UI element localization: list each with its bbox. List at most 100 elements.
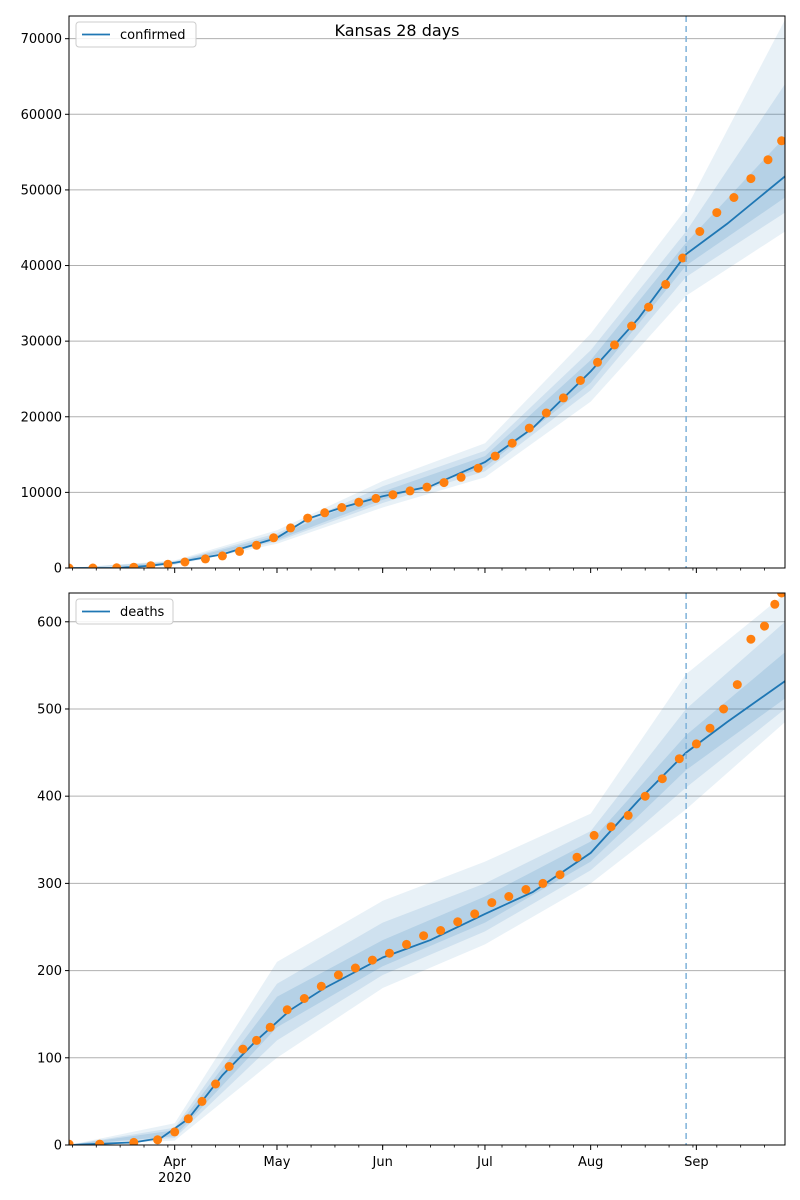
y-tick-label: 600 — [37, 615, 62, 630]
observed-point — [299, 994, 309, 1003]
observed-point — [674, 754, 684, 764]
y-tick-label: 200 — [37, 964, 62, 979]
observed-point — [695, 227, 705, 236]
y-tick-label: 0 — [54, 1139, 62, 1154]
observed-point — [303, 513, 313, 523]
observed-point — [153, 1135, 163, 1145]
figure-title: Kansas 28 days — [335, 21, 460, 40]
observed-point — [640, 791, 650, 801]
y-tick-label: 20000 — [21, 410, 62, 425]
observed-point — [286, 523, 296, 533]
observed-point — [252, 1035, 261, 1045]
observed-point — [211, 1079, 221, 1089]
observed-point — [558, 393, 568, 403]
observed-point — [456, 472, 466, 482]
observed-point — [770, 599, 780, 609]
observed-point — [200, 554, 210, 564]
observed-point — [385, 948, 394, 958]
axes-frame — [68, 592, 786, 1146]
y-tick-label: 0 — [54, 562, 62, 577]
y-tick-label: 40000 — [21, 259, 62, 274]
observed-point — [224, 1062, 234, 1071]
observed-point — [439, 478, 449, 488]
observed-point — [282, 1005, 292, 1015]
observed-point — [521, 885, 531, 894]
x-tick-label: Aug — [578, 1155, 603, 1170]
observed-point — [470, 909, 480, 919]
plot-area — [69, 593, 785, 1145]
observed-point — [712, 208, 722, 218]
observed-point — [170, 1127, 180, 1137]
observed-point — [183, 1114, 193, 1124]
confirmed-panel: 0 10000 20000 30000 40000 50000 60000 70000 conf… — [21, 15, 786, 577]
observed-point — [333, 970, 343, 980]
observed-point — [453, 917, 463, 927]
legend-box — [75, 598, 174, 625]
observed-point — [95, 1139, 105, 1145]
y-tick-label: 70000 — [21, 32, 62, 47]
observed-point — [593, 357, 602, 367]
observed-point — [422, 482, 432, 492]
observed-point — [555, 870, 565, 880]
x-tick-label: Jun — [372, 1155, 393, 1170]
observed-point — [69, 563, 74, 568]
observed-point — [490, 451, 500, 461]
observed-point — [217, 551, 227, 561]
observed-point — [354, 497, 364, 507]
observed-point — [235, 546, 244, 556]
observed-point — [705, 723, 715, 733]
legend-box — [75, 21, 197, 48]
observed-point — [746, 634, 756, 644]
observed-point — [644, 302, 654, 312]
uncertainty-band-middle — [69, 84, 785, 568]
observed-point — [350, 963, 360, 973]
observed-point — [777, 593, 785, 598]
observed-point — [538, 878, 548, 888]
y-tick-label: 50000 — [21, 183, 62, 198]
observed-point — [732, 680, 742, 690]
observed-point — [337, 503, 347, 512]
observed-point — [606, 822, 616, 832]
observed-point — [129, 1137, 139, 1145]
legend-label: deaths — [120, 605, 165, 620]
y-tick-label: 60000 — [21, 108, 62, 123]
deaths-panel: 0 100 200 300 400 500 600 Apr May Jun Jul Aug Sep 202… — [37, 592, 786, 1186]
observed-point — [678, 253, 688, 263]
observed-point — [572, 852, 582, 862]
observed-point — [265, 1022, 275, 1032]
observed-point — [504, 892, 514, 901]
observed-point — [691, 739, 701, 749]
observed-point — [388, 490, 398, 500]
observed-point — [269, 533, 279, 543]
observed-point — [436, 926, 446, 935]
uncertainty-band-outer — [69, 19, 785, 568]
legend-label: confirmed — [120, 28, 186, 43]
observed-point — [163, 559, 173, 568]
observed-point — [627, 321, 637, 331]
x-tick-label: May — [264, 1155, 291, 1170]
observed-point — [487, 898, 497, 908]
observed-point — [623, 810, 633, 820]
observed-point — [524, 423, 534, 433]
y-tick-label: 100 — [37, 1051, 62, 1066]
observed-point — [760, 621, 769, 631]
x-tick-label: Sep — [684, 1155, 709, 1170]
uncertainty-band-inner — [69, 137, 785, 568]
observed-point — [320, 508, 330, 518]
observed-point — [541, 408, 551, 418]
y-tick-label: 300 — [37, 877, 62, 892]
observed-point — [69, 1139, 74, 1145]
y-tick-label: 30000 — [21, 335, 62, 350]
observed-point — [589, 830, 599, 840]
observed-point — [777, 136, 785, 146]
observed-point — [729, 193, 739, 202]
fit-line — [69, 680, 785, 1145]
observed-point — [129, 562, 139, 568]
y-tick-label: 10000 — [21, 486, 62, 501]
y-tick-label: 400 — [37, 790, 62, 805]
observed-point — [112, 563, 122, 568]
observed-point — [473, 463, 483, 473]
observed-point — [575, 376, 585, 385]
plot-area — [69, 19, 785, 568]
observed-point — [371, 493, 381, 503]
